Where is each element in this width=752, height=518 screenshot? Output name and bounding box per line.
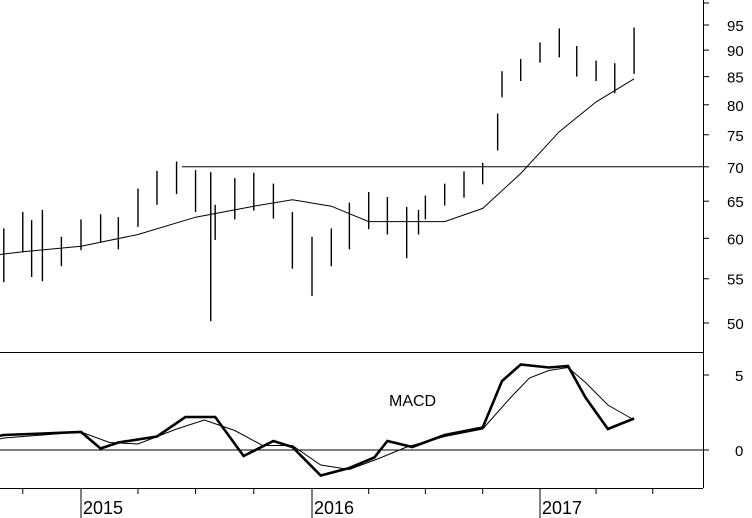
price-axis-label: 70 — [727, 160, 744, 177]
price-axis-label: 80 — [727, 98, 744, 115]
macd-axis-label: 0 — [735, 443, 743, 460]
price-axis-label: 75 — [727, 128, 744, 145]
price-axis-label: 55 — [727, 272, 744, 289]
year-label: 2015 — [83, 498, 123, 518]
price-axis-label: 95 — [727, 18, 744, 35]
macd-y-axis: 05 — [703, 368, 743, 460]
year-label: 2016 — [314, 498, 354, 518]
macd-axis-label: 5 — [735, 368, 743, 385]
macd-signal-line — [0, 366, 635, 471]
year-ticks: 2015 2016 2017 — [80, 488, 582, 518]
time-axis: 2015 2016 2017 — [0, 488, 703, 518]
macd-panel: MACD 05 — [0, 363, 743, 477]
moving-average-line — [0, 78, 635, 256]
price-axis-label: 65 — [727, 194, 744, 211]
price-axis-label: 85 — [727, 70, 744, 87]
price-y-axis: 50 55 60 65 70 75 80 85 90 95 — [703, 2, 744, 333]
macd-label: MACD — [389, 393, 436, 410]
month-ticks — [22, 488, 654, 494]
price-axis-label: 90 — [727, 43, 744, 60]
price-bars — [3, 27, 635, 322]
year-label: 2017 — [542, 498, 582, 518]
price-axis-label: 50 — [727, 316, 744, 333]
price-axis-label: 60 — [727, 231, 744, 248]
macd-line — [0, 363, 635, 477]
